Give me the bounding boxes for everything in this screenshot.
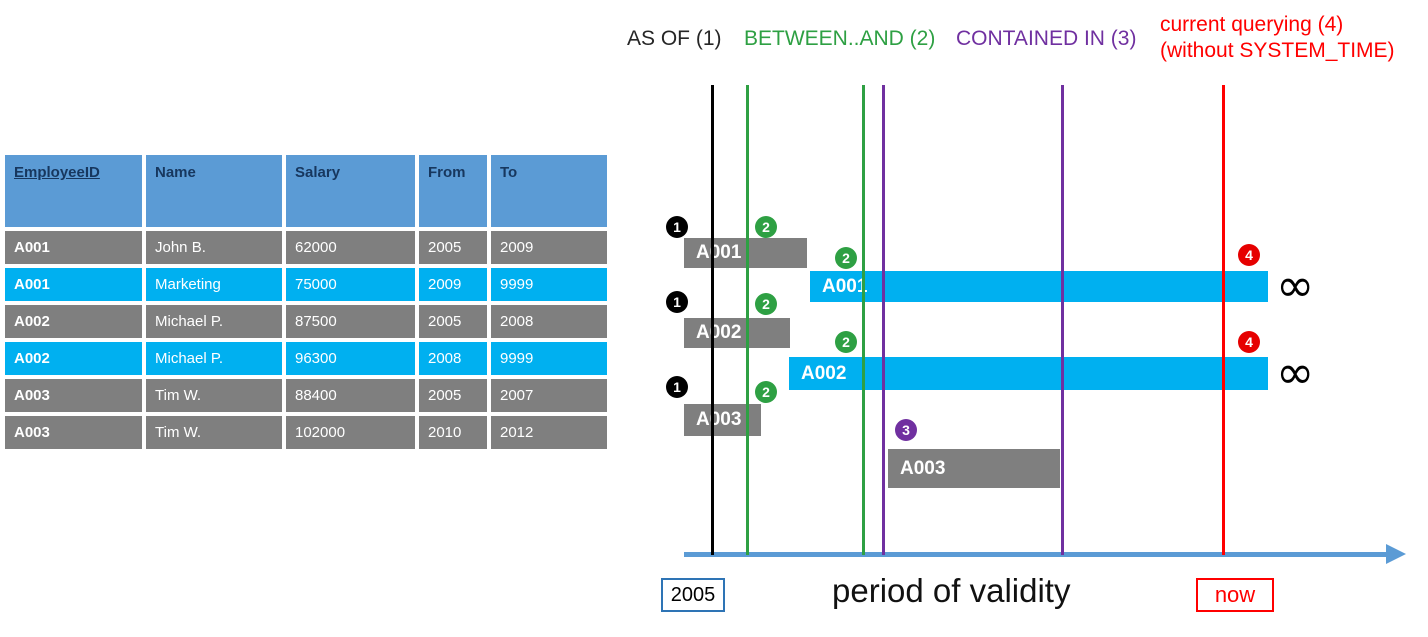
- badge-as-of: 1: [666, 216, 688, 238]
- cell-salary: 75000: [286, 268, 415, 301]
- badge-between-and: 2: [835, 331, 857, 353]
- cell-name: Tim W.: [146, 416, 282, 449]
- header-salary: Salary: [286, 155, 415, 227]
- infinity-symbol: ∞: [1276, 258, 1315, 312]
- time-axis: [684, 552, 1386, 557]
- cell-employeeid: A002: [5, 342, 142, 375]
- header-to: To: [491, 155, 607, 227]
- timeline-bar-a002-history: A002: [684, 318, 790, 348]
- cell-name: Michael P.: [146, 342, 282, 375]
- badge-between-and: 2: [755, 381, 777, 403]
- bar-label: A003: [900, 457, 946, 479]
- timeline-bar-a001-current: A001: [810, 271, 1268, 302]
- cell-to: 2008: [491, 305, 607, 338]
- contained-in-end-line: [1061, 85, 1064, 555]
- cell-salary: 102000: [286, 416, 415, 449]
- legend-current-querying-line2: (without SYSTEM_TIME): [1160, 39, 1395, 62]
- badge-current: 4: [1238, 244, 1260, 266]
- timeline-bar-a003-history-2: A003: [888, 449, 1060, 488]
- cell-from: 2005: [419, 379, 487, 412]
- bar-label: A003: [696, 409, 742, 430]
- cell-name: Michael P.: [146, 305, 282, 338]
- cell-from: 2010: [419, 416, 487, 449]
- as-of-line: [711, 85, 714, 555]
- cell-employeeid: A002: [5, 305, 142, 338]
- cell-name: John B.: [146, 231, 282, 264]
- badge-as-of: 1: [666, 376, 688, 398]
- cell-to: 2012: [491, 416, 607, 449]
- legend-contained-in: CONTAINED IN (3): [956, 27, 1137, 50]
- cell-to: 9999: [491, 268, 607, 301]
- cell-to: 2009: [491, 231, 607, 264]
- timeline-bar-a002-current: A002: [789, 357, 1268, 390]
- cell-employeeid: A003: [5, 379, 142, 412]
- cell-to: 2007: [491, 379, 607, 412]
- badge-between-and: 2: [755, 293, 777, 315]
- badge-current: 4: [1238, 331, 1260, 353]
- cell-salary: 88400: [286, 379, 415, 412]
- cell-from: 2005: [419, 231, 487, 264]
- contained-in-start-line: [882, 85, 885, 555]
- cell-to: 9999: [491, 342, 607, 375]
- legend-current-querying: current querying (4) (without SYSTEM_TIM…: [1160, 12, 1395, 64]
- bar-label: A001: [696, 242, 742, 263]
- legend-as-of: AS OF (1): [627, 27, 722, 50]
- cell-name: Marketing: [146, 268, 282, 301]
- cell-salary: 96300: [286, 342, 415, 375]
- cell-name: Tim W.: [146, 379, 282, 412]
- badge-as-of: 1: [666, 291, 688, 313]
- current-querying-line: [1222, 85, 1225, 555]
- cell-salary: 62000: [286, 231, 415, 264]
- bar-label: A001: [822, 275, 868, 297]
- cell-employeeid: A003: [5, 416, 142, 449]
- cell-employeeid: A001: [5, 268, 142, 301]
- axis-start-label: 2005: [661, 578, 725, 612]
- header-employeeid-label: EmployeeID: [14, 164, 100, 181]
- between-and-start-line: [746, 85, 749, 555]
- badge-contained-in: 3: [895, 419, 917, 441]
- cell-from: 2005: [419, 305, 487, 338]
- header-from: From: [419, 155, 487, 227]
- time-axis-arrowhead: [1386, 544, 1406, 564]
- timeline-bar-a003-history-1: A003: [684, 404, 761, 436]
- badge-between-and: 2: [755, 216, 777, 238]
- infinity-symbol: ∞: [1276, 345, 1315, 399]
- badge-between-and: 2: [835, 247, 857, 269]
- bar-label: A002: [696, 322, 742, 343]
- cell-salary: 87500: [286, 305, 415, 338]
- cell-from: 2008: [419, 342, 487, 375]
- axis-title: period of validity: [832, 572, 1071, 609]
- legend-current-querying-line1: current querying (4): [1160, 13, 1344, 36]
- axis-now-label: now: [1196, 578, 1274, 612]
- between-and-end-line: [862, 85, 865, 555]
- cell-employeeid: A001: [5, 231, 142, 264]
- header-name: Name: [146, 155, 282, 227]
- timeline-bar-a001-history: A001: [684, 238, 807, 268]
- cell-from: 2009: [419, 268, 487, 301]
- employee-history-table: EmployeeID Name Salary From To A001 John…: [5, 155, 607, 449]
- legend-between-and: BETWEEN..AND (2): [744, 27, 936, 50]
- bar-label: A002: [801, 362, 847, 384]
- header-employeeid: EmployeeID: [5, 155, 142, 227]
